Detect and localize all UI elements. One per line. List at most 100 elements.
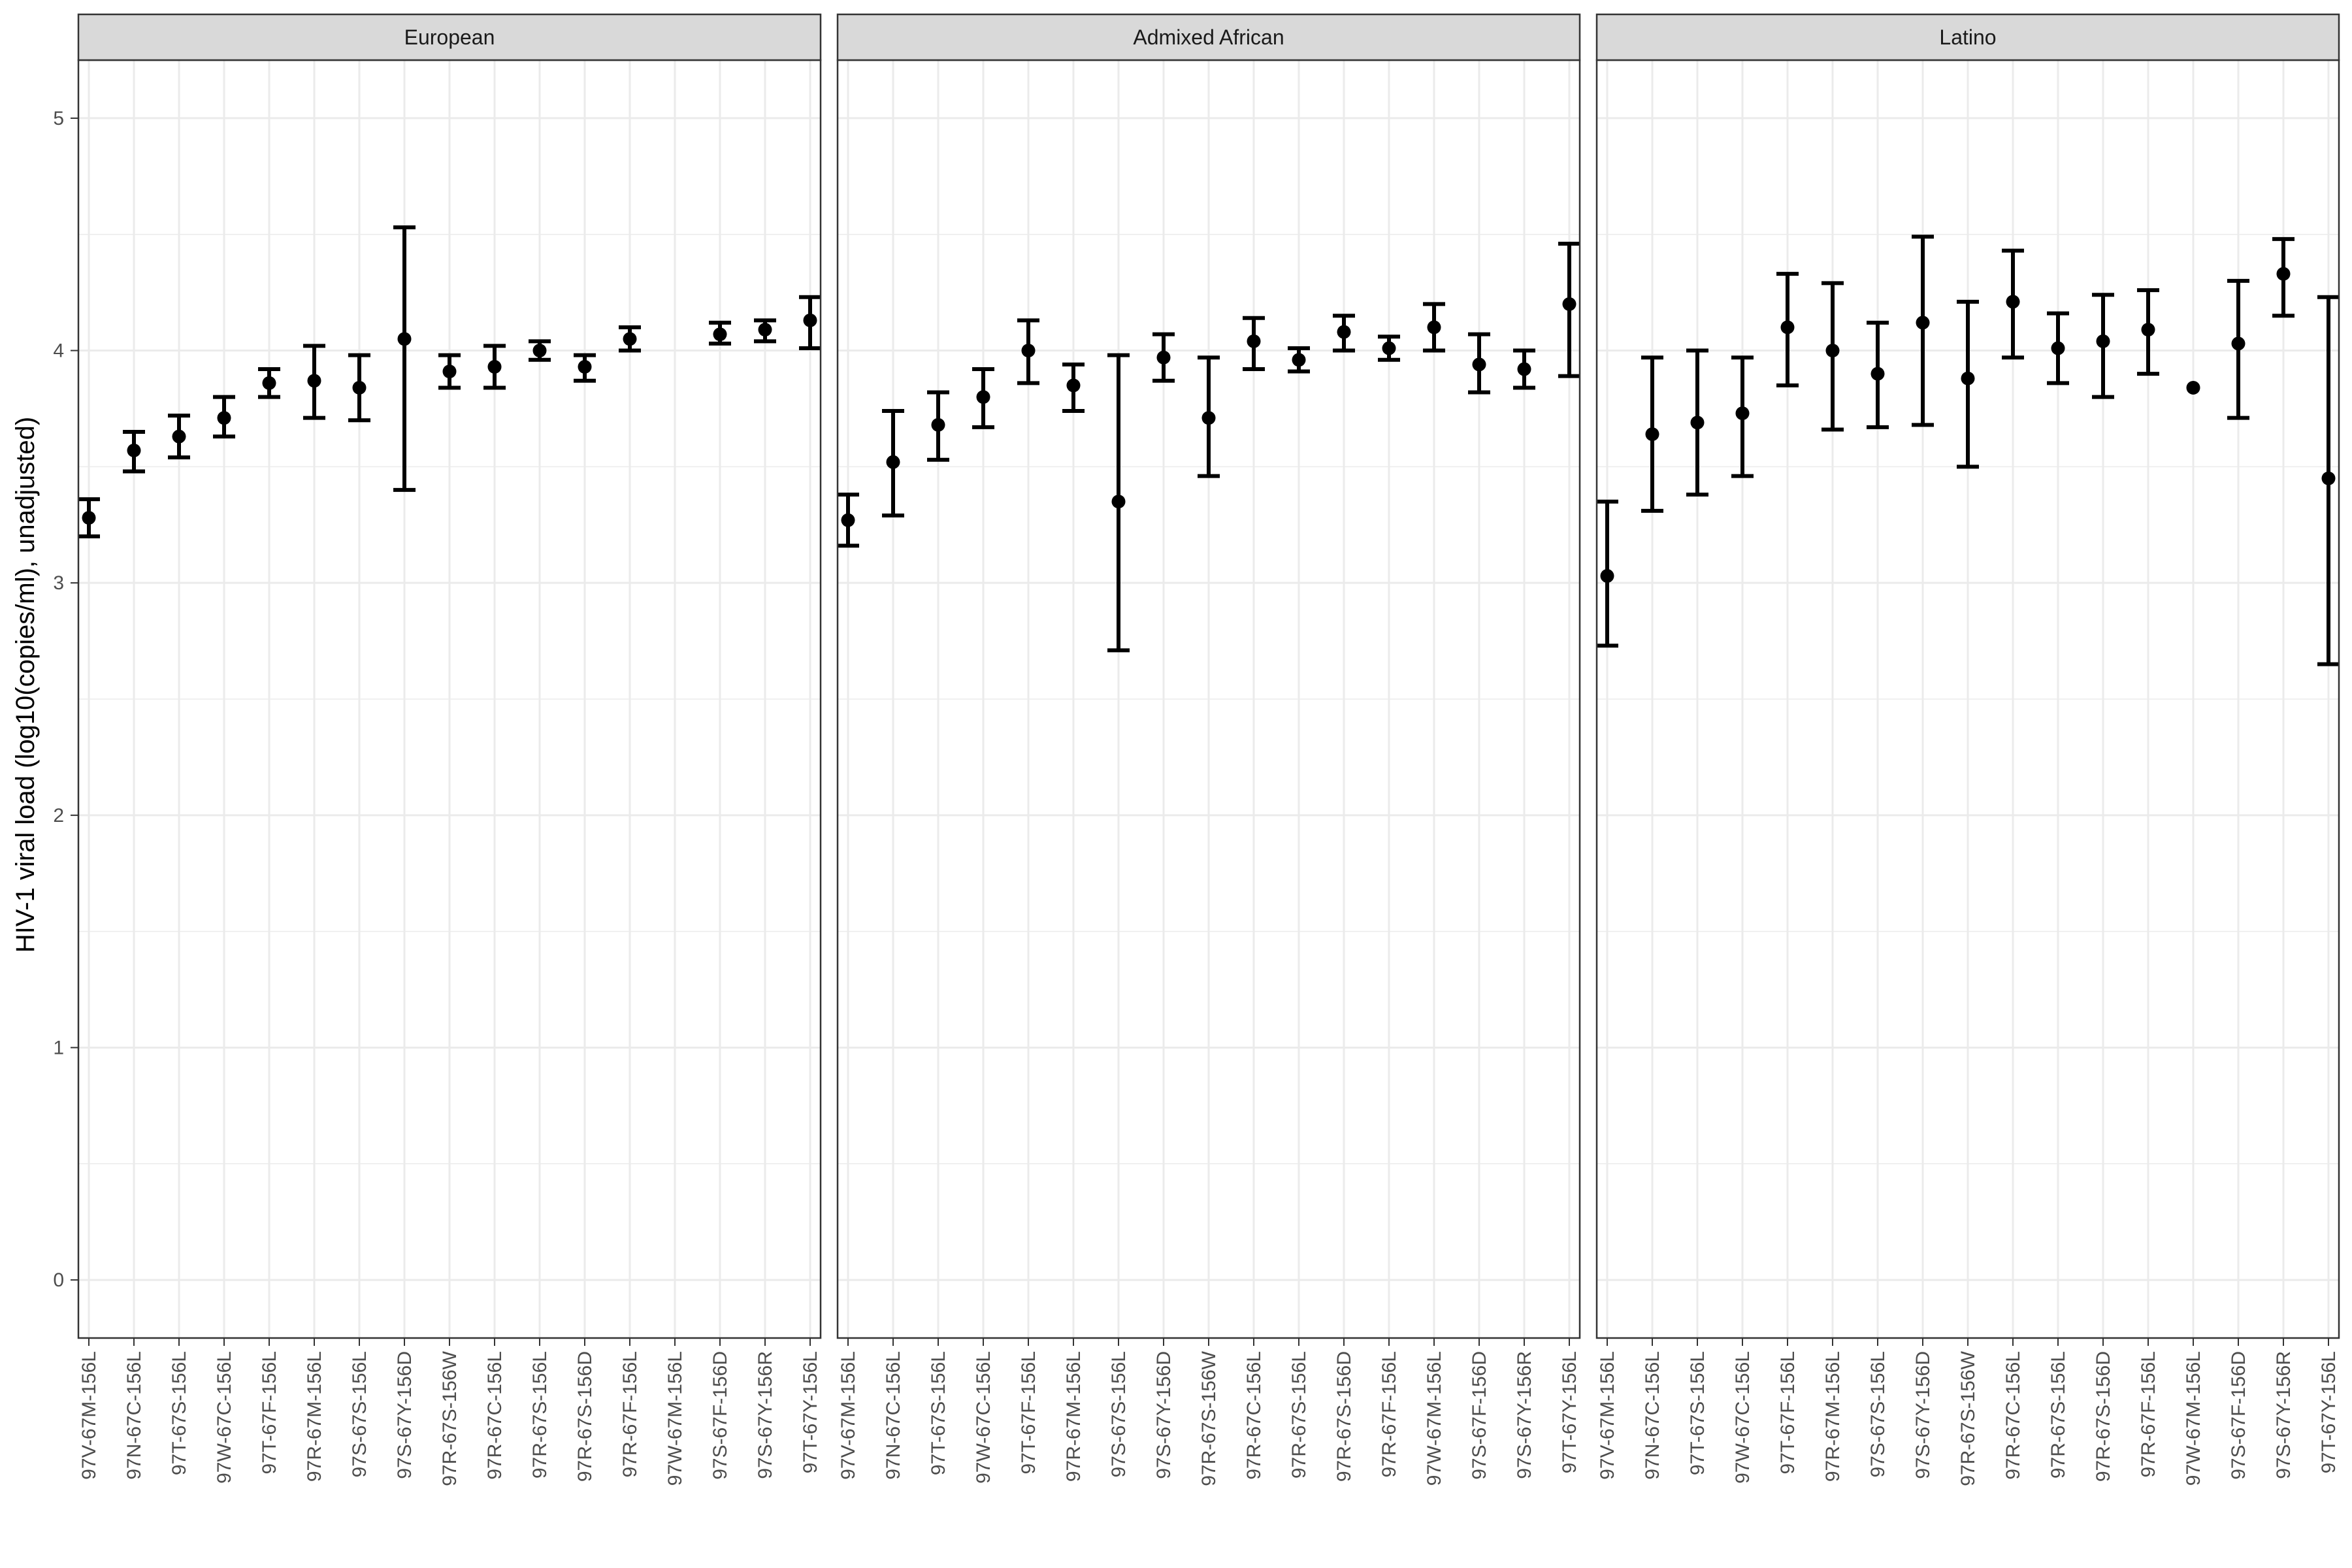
data-point [1292, 353, 1306, 367]
y-tick-label: 5 [53, 108, 64, 129]
y-tick-label: 3 [53, 572, 64, 594]
data-point [623, 332, 637, 346]
x-tick-label: 97S-67S-156L [1108, 1351, 1130, 1477]
x-tick-label: 97R-67F-156L [2138, 1351, 2159, 1477]
x-tick-label: 97S-67Y-156R [1514, 1351, 1535, 1479]
x-tick-label: 97R-67C-156L [484, 1351, 506, 1480]
x-tick-label: 97S-67Y-156R [755, 1351, 776, 1479]
x-tick-label: 97W-67C-156L [1732, 1351, 1754, 1484]
panel-latino: Latino 97V-67M-156L 97N-67C-156L 97T-67S-15… [1595, 13, 2340, 1486]
y-tick-label: 1 [53, 1037, 64, 1058]
x-tick-label: 97W-67M-156L [2183, 1351, 2204, 1486]
data-point [1645, 427, 1659, 442]
data-point [1021, 344, 1036, 358]
data-point [1870, 367, 1885, 381]
data-point [1825, 344, 1840, 358]
data-point [1961, 371, 1975, 385]
y-axis-label: HIV-1 viral load (log10(copies/ml), unad… [11, 417, 40, 953]
data-point [976, 390, 990, 404]
x-tick-label: 97V-67M-156L [1597, 1351, 1618, 1480]
x-tick-label: 97R-67S-156L [529, 1351, 551, 1478]
data-point [1916, 316, 1930, 330]
data-point [758, 323, 772, 337]
x-tick-label: 97R-67S-156D [1333, 1351, 1355, 1482]
data-point [1780, 320, 1795, 335]
data-point [1600, 569, 1614, 583]
x-tick-label: 97R-67C-156L [1243, 1351, 1265, 1480]
x-tick-label: 97T-67S-156L [1687, 1351, 1708, 1475]
data-point [2096, 334, 2110, 348]
x-tick-label: 97S-67F-156D [2228, 1351, 2249, 1480]
x-tick-label: 97T-67Y-156L [2318, 1351, 2340, 1473]
x-tick-label: 97R-67S-156D [2093, 1351, 2114, 1482]
data-point [1066, 378, 1081, 393]
data-point [841, 513, 855, 527]
x-tick-label: 97R-67S-156W [1957, 1350, 1979, 1486]
x-tick-label: 97N-67C-156L [883, 1351, 904, 1480]
x-tick-label: 97T-67Y-156L [1559, 1351, 1580, 1473]
x-tick-label: 97W-67C-156L [973, 1351, 994, 1484]
x-tick-label: 97W-67C-156L [214, 1351, 235, 1484]
x-tick-label: 97S-67S-156L [1867, 1351, 1889, 1477]
strip-header [836, 13, 1581, 61]
x-tick-label: 97R-67S-156L [2048, 1351, 2069, 1478]
data-point [713, 327, 727, 342]
error-bar [393, 225, 416, 492]
data-point [82, 511, 96, 525]
x-tick-label: 97R-67M-156L [1822, 1351, 1844, 1482]
error-bar [1912, 235, 1934, 427]
data-point [2186, 380, 2200, 395]
x-tick-label: 97T-67S-156L [928, 1351, 949, 1475]
data-point [803, 313, 817, 327]
x-tick-label: 97R-67S-156D [574, 1351, 596, 1482]
data-point [2006, 295, 2020, 309]
y-tick-label: 0 [53, 1269, 64, 1291]
data-point [1337, 325, 1351, 339]
data-point [532, 344, 547, 358]
y-tick-label: 2 [53, 805, 64, 826]
data-point [1111, 495, 1126, 509]
x-tick-label: 97S-67S-156L [349, 1351, 370, 1477]
data-point [307, 374, 321, 388]
x-tick-label: 97R-67F-156L [1379, 1351, 1400, 1477]
data-point [1690, 416, 1705, 430]
x-tick-label: 97S-67F-156D [1469, 1351, 1490, 1480]
strip-header [1595, 13, 2340, 61]
data-point [1427, 320, 1441, 335]
x-tick-label: 97T-67F-156L [1777, 1351, 1799, 1474]
data-point [262, 376, 276, 390]
x-tick-label: 97S-67F-156D [710, 1351, 731, 1480]
data-point [2141, 323, 2155, 337]
data-point [1201, 411, 1216, 425]
data-point [2276, 267, 2291, 281]
x-tick-label: 97W-67M-156L [664, 1351, 686, 1486]
x-tick-label: 97T-67F-156L [1018, 1351, 1039, 1474]
data-point [442, 365, 457, 379]
x-tick-label: 97R-67C-156L [2002, 1351, 2024, 1480]
x-tick-label: 97R-67M-156L [304, 1351, 325, 1482]
data-point [2051, 341, 2065, 355]
panel-european: European 97V-67M-156L 97N-67C-156L 97T-67S-… [77, 13, 822, 1486]
x-tick-label: 97S-67Y-156D [1153, 1351, 1175, 1479]
x-tick-label: 97T-67S-156L [169, 1351, 190, 1475]
data-point [217, 411, 231, 425]
data-point [578, 359, 592, 374]
data-point [127, 443, 141, 457]
data-point [1735, 406, 1750, 421]
data-point [1382, 341, 1396, 355]
data-point [487, 359, 502, 374]
x-tick-label: 97N-67C-156L [123, 1351, 145, 1480]
data-point [1517, 362, 1531, 376]
data-point [1562, 297, 1576, 311]
data-point [352, 380, 367, 395]
data-point [1156, 350, 1171, 365]
x-tick-label: 97S-67Y-156D [394, 1351, 416, 1479]
panels: 0 1 2 3 4 5 European 97V-67M-156L 97N-67C-156L 97… [53, 13, 2340, 1486]
y-tick-label: 4 [53, 340, 64, 362]
strip-title: Admixed African [1133, 25, 1284, 49]
x-tick-label: 97R-67S-156L [1288, 1351, 1310, 1478]
x-tick-label: 97V-67M-156L [78, 1351, 100, 1480]
data-point [1247, 334, 1261, 348]
x-tick-label: 97S-67Y-156D [1912, 1351, 1934, 1479]
